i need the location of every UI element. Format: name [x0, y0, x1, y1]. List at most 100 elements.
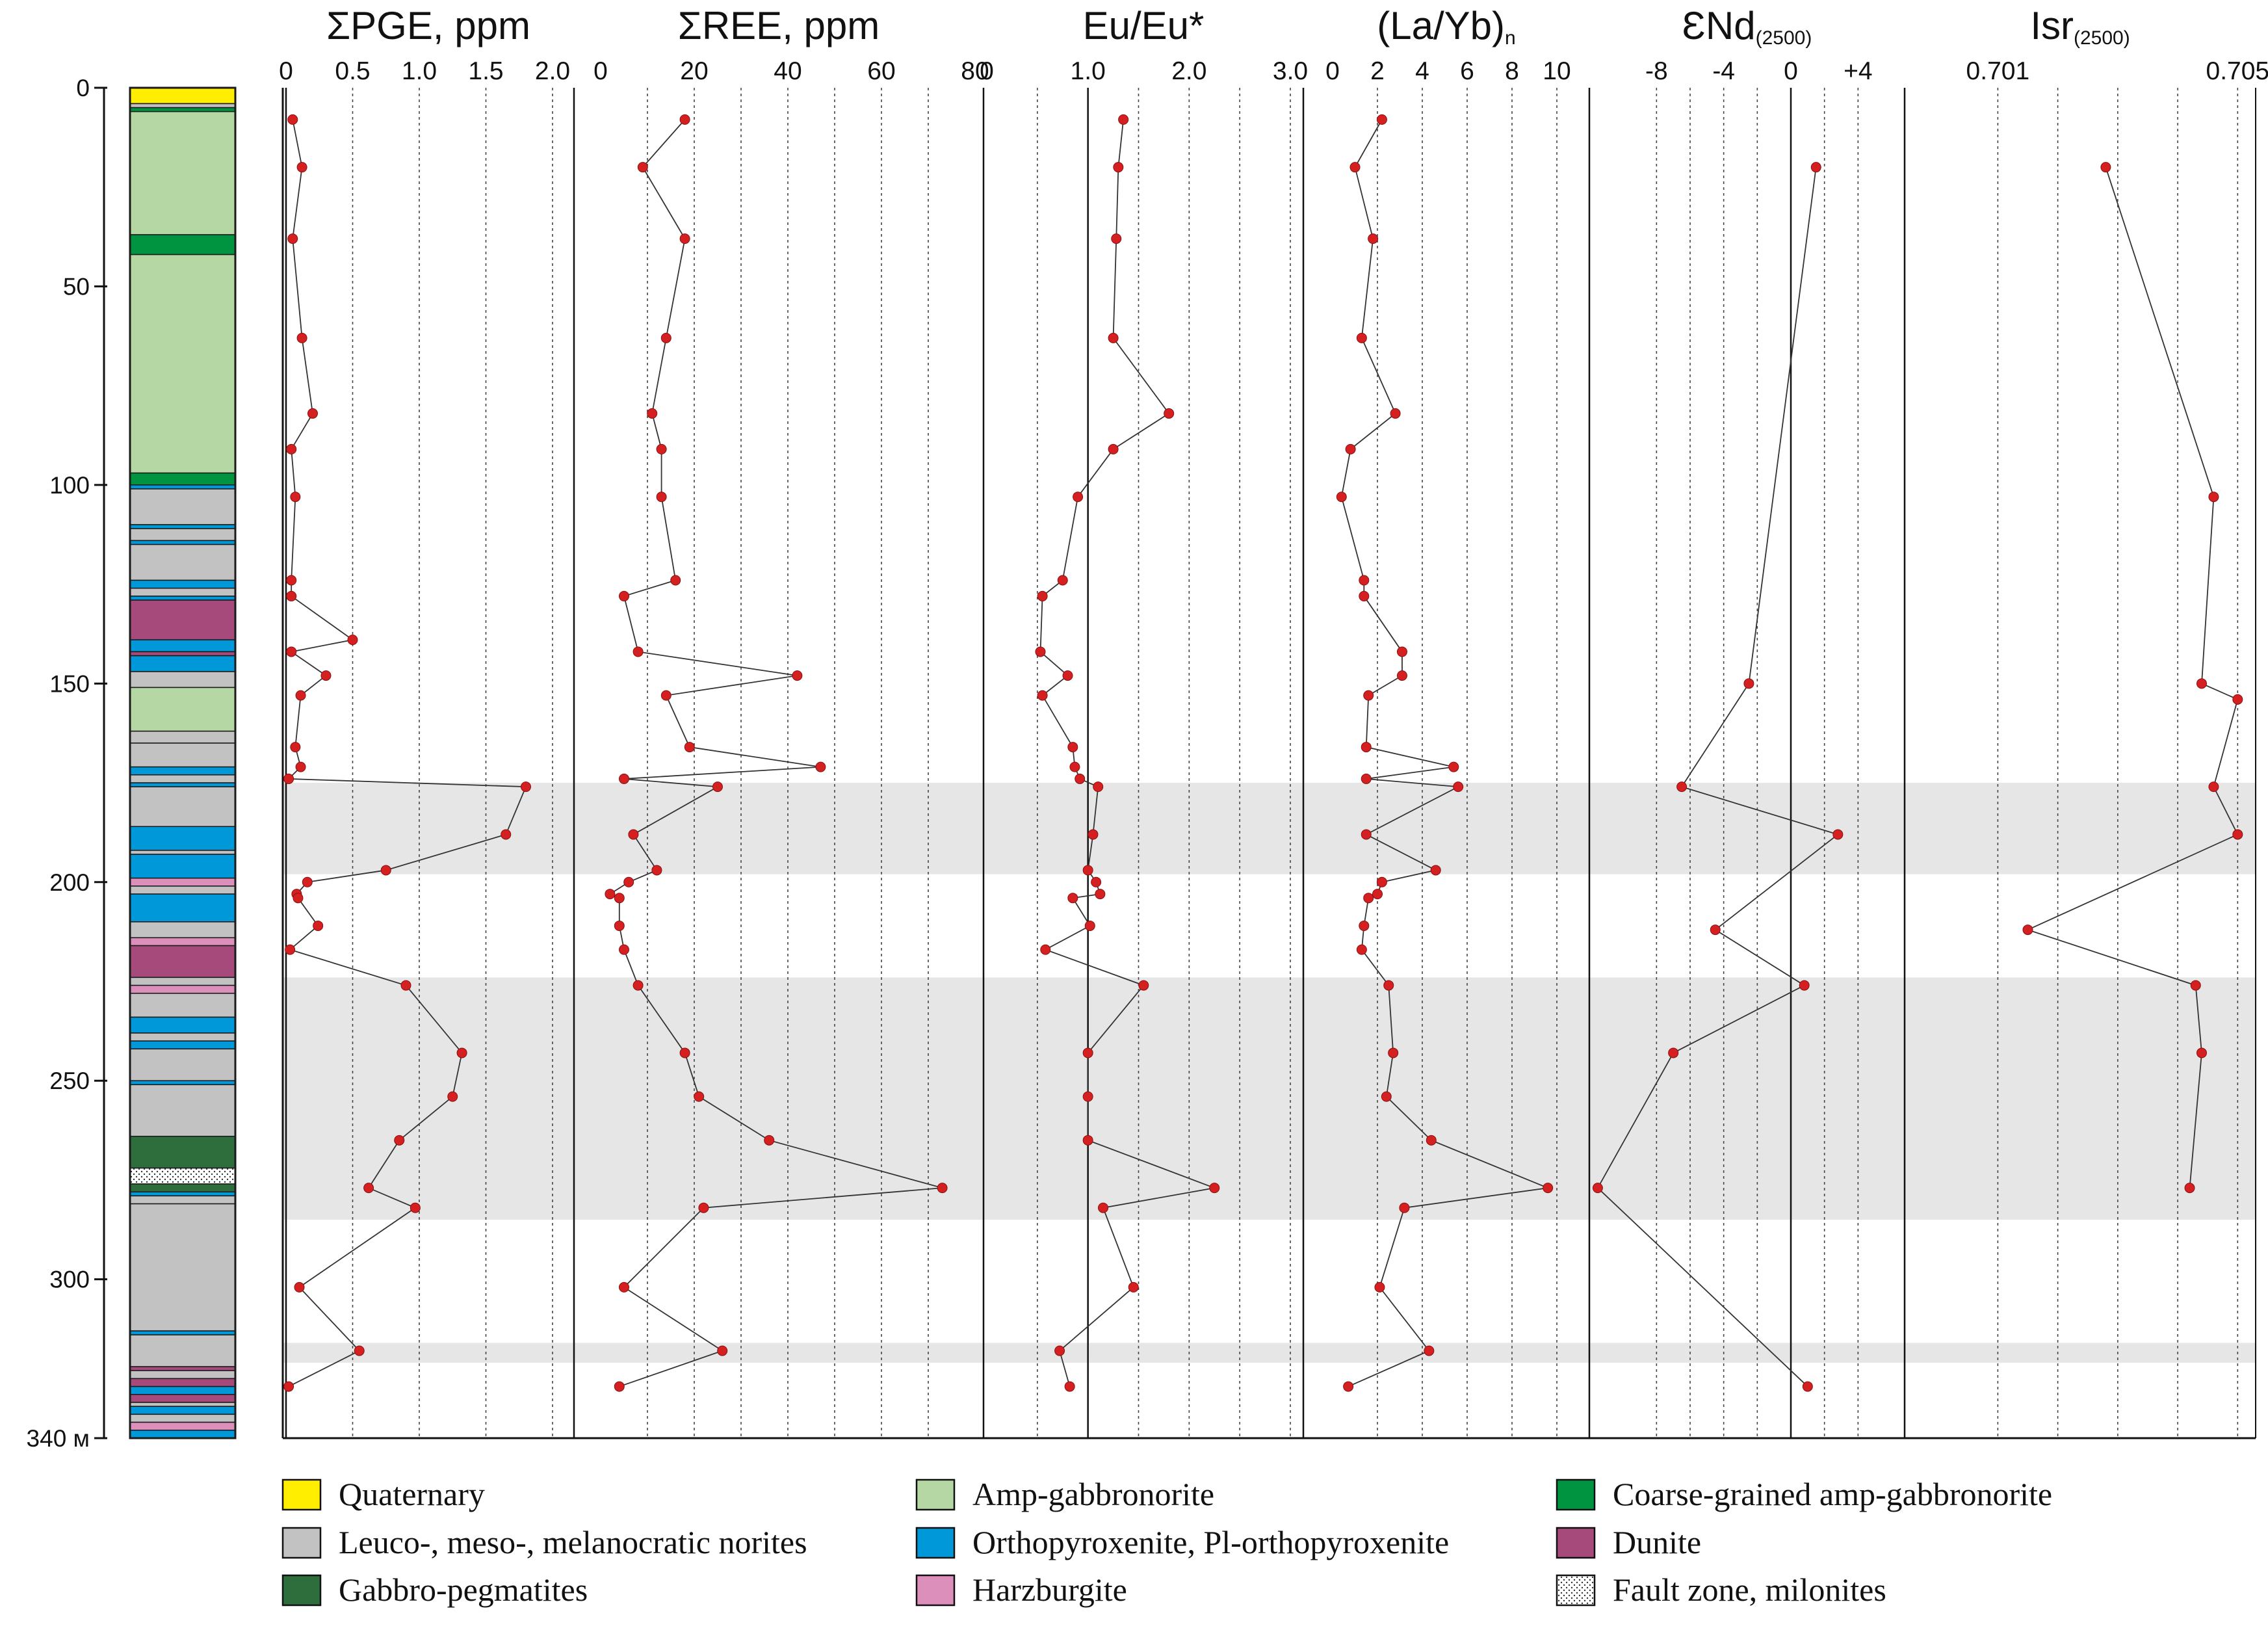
data-point	[1073, 492, 1084, 503]
series-line	[1039, 119, 1217, 1387]
data-point	[295, 690, 306, 701]
data-point	[1067, 893, 1078, 904]
lithology-column	[129, 86, 237, 1439]
data-point	[660, 690, 671, 701]
data-point	[283, 773, 294, 784]
data-point	[1082, 865, 1093, 876]
legend-swatch	[281, 1478, 322, 1511]
data-point	[354, 1345, 365, 1356]
data-point	[1138, 980, 1149, 991]
legend-item-gpeg: Gabbro-pegmatites	[281, 1571, 588, 1608]
data-point	[1057, 575, 1068, 586]
lithology-layer	[129, 528, 236, 542]
data-point	[302, 876, 313, 887]
data-point	[637, 162, 648, 173]
data-point	[320, 670, 332, 681]
data-point	[296, 332, 307, 343]
lithology-layer	[129, 984, 236, 994]
lithology-layer	[129, 1048, 236, 1081]
legend-label: Orthopyroxenite, Pl-orthopyroxenite	[972, 1524, 1449, 1560]
x-tick-label: 2.0	[535, 57, 570, 85]
lithology-layer	[129, 587, 236, 597]
highlight-band	[283, 783, 2256, 874]
data-point	[2232, 694, 2243, 705]
legend-label: Fault zone, milonites	[1613, 1571, 1886, 1608]
x-tick-label: 6	[1460, 57, 1474, 85]
lithology-layer	[129, 472, 236, 486]
data-point	[380, 865, 391, 876]
depth-tick-label: 0	[76, 75, 90, 101]
data-point	[660, 332, 671, 343]
data-point	[1372, 889, 1383, 900]
data-point	[1345, 443, 1356, 454]
data-point	[1390, 408, 1401, 419]
lithology-layer	[129, 107, 236, 112]
lithology-layer	[129, 639, 236, 653]
data-point	[670, 575, 681, 586]
data-point	[623, 876, 634, 887]
legend-item-harz: Harzburgite	[915, 1571, 1127, 1608]
data-point	[347, 635, 358, 646]
panel-end: ƐNd(2500) -8 -4 0 +4	[1592, 4, 1873, 1438]
lithology-layer	[129, 1370, 236, 1380]
lithology-layer	[129, 599, 236, 640]
data-point	[394, 1135, 405, 1146]
depth-tick-label: 300	[49, 1267, 90, 1293]
x-tick-label: 0	[593, 57, 608, 85]
data-point	[632, 646, 644, 657]
data-point	[287, 233, 298, 244]
data-point	[1363, 893, 1374, 904]
legend-label: Quaternary	[339, 1476, 485, 1512]
panel-pge: ΣPGE, ppm 0 0.5 1.0 1.5 2.0	[279, 4, 570, 1438]
legend-item-norite: Leuco-, meso-, melanocratic norites	[281, 1524, 807, 1560]
lithology-layer	[129, 1334, 236, 1367]
data-point	[698, 1202, 709, 1213]
data-point	[363, 1183, 374, 1194]
data-point	[456, 1047, 467, 1058]
data-point	[1098, 1202, 1109, 1213]
data-point	[1040, 944, 1051, 955]
legend-label: Coarse-grained amp-gabbronorite	[1613, 1476, 2052, 1512]
lithology-layer	[129, 1413, 236, 1423]
data-point	[1075, 773, 1086, 784]
data-point	[1710, 925, 1721, 936]
panel-title: Isr(2500)	[2030, 4, 2130, 49]
lithology-layer	[129, 1385, 236, 1395]
data-point	[619, 944, 629, 955]
lithology-layer	[129, 742, 236, 768]
data-point	[1376, 876, 1387, 887]
data-point	[286, 575, 297, 586]
x-tick-label: 40	[774, 57, 802, 85]
data-point	[286, 590, 297, 601]
lithology-layer	[129, 1430, 236, 1439]
data-point	[1336, 492, 1347, 503]
legend-swatch	[281, 1527, 322, 1559]
series-line	[608, 119, 943, 1387]
data-point	[1349, 162, 1361, 173]
data-point	[1356, 332, 1367, 343]
lithology-layer	[129, 1394, 236, 1403]
legend-item-dunite: Dunite	[1556, 1524, 1701, 1560]
data-point	[447, 1091, 458, 1102]
lithology-layer	[129, 782, 236, 787]
data-point	[1453, 781, 1464, 793]
x-tick-label: 10	[1543, 57, 1571, 85]
data-point	[1088, 829, 1099, 840]
x-tick-label: -4	[1712, 57, 1735, 85]
data-point	[1424, 1345, 1435, 1356]
data-point	[1361, 829, 1372, 840]
data-point	[410, 1202, 421, 1213]
legend-item-ampgab: Amp-gabbronorite	[915, 1476, 1214, 1512]
data-point	[1069, 761, 1080, 772]
data-point	[313, 920, 324, 931]
lithology-layer	[129, 774, 236, 783]
lithology-layer	[129, 977, 236, 986]
panel-title-subscript: (2500)	[2074, 27, 2130, 49]
data-point	[307, 408, 318, 419]
lithology-layer	[129, 1330, 236, 1335]
lithology-layer	[129, 886, 236, 895]
data-point	[1368, 233, 1379, 244]
data-point	[656, 443, 667, 454]
data-point	[1035, 646, 1046, 657]
